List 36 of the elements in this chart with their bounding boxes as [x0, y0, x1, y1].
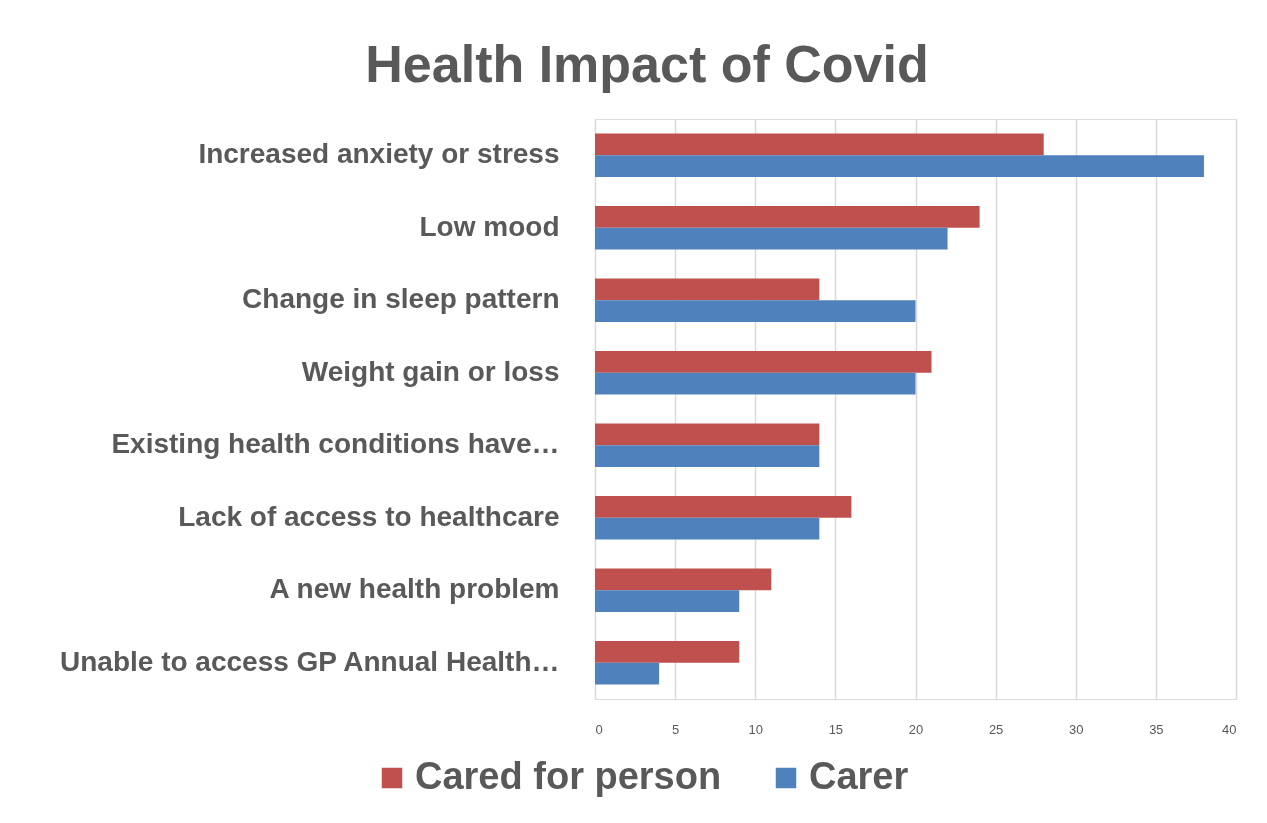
y-tick-label: Lack of access to healthcare	[178, 500, 560, 532]
bar	[595, 278, 820, 301]
legend-label: Carer	[809, 755, 909, 797]
y-tick-label: Weight gain or loss	[301, 355, 560, 387]
x-tick-label: 10	[748, 721, 763, 737]
bar	[595, 590, 740, 612]
bar	[595, 206, 980, 228]
x-tick-label: 20	[908, 721, 924, 737]
x-tick-label: 0	[595, 721, 603, 737]
x-tick-label: 40	[1222, 721, 1237, 737]
y-tick-label: Change in sleep pattern	[242, 283, 560, 315]
y-tick-label: Low mood	[419, 210, 560, 242]
bar	[595, 423, 820, 446]
bar	[595, 300, 916, 322]
bar	[595, 496, 852, 518]
bar	[595, 155, 1204, 177]
y-tick-label: Increased anxiety or stress	[198, 138, 560, 170]
y-tick-label: Existing health conditions have…	[111, 428, 560, 460]
bar	[595, 133, 1044, 156]
bar	[595, 568, 772, 591]
x-tick-label: 35	[1149, 721, 1164, 737]
x-tick-label: 15	[828, 721, 844, 737]
y-tick-label: Unable to access GP Annual Health…	[60, 645, 560, 677]
legend-label: Cared for person	[415, 755, 722, 797]
chart-title: Health Impact of Covid	[365, 35, 929, 93]
x-tick-label: 5	[672, 721, 680, 737]
bar	[595, 641, 740, 663]
bar	[595, 351, 932, 373]
bar	[595, 227, 948, 250]
x-tick-label: 30	[1069, 721, 1084, 737]
bar	[595, 372, 916, 395]
bar	[595, 445, 820, 467]
x-tick-label: 25	[988, 721, 1004, 737]
bar	[595, 662, 660, 685]
y-tick-label: A new health problem	[269, 573, 560, 605]
bar	[595, 517, 820, 540]
